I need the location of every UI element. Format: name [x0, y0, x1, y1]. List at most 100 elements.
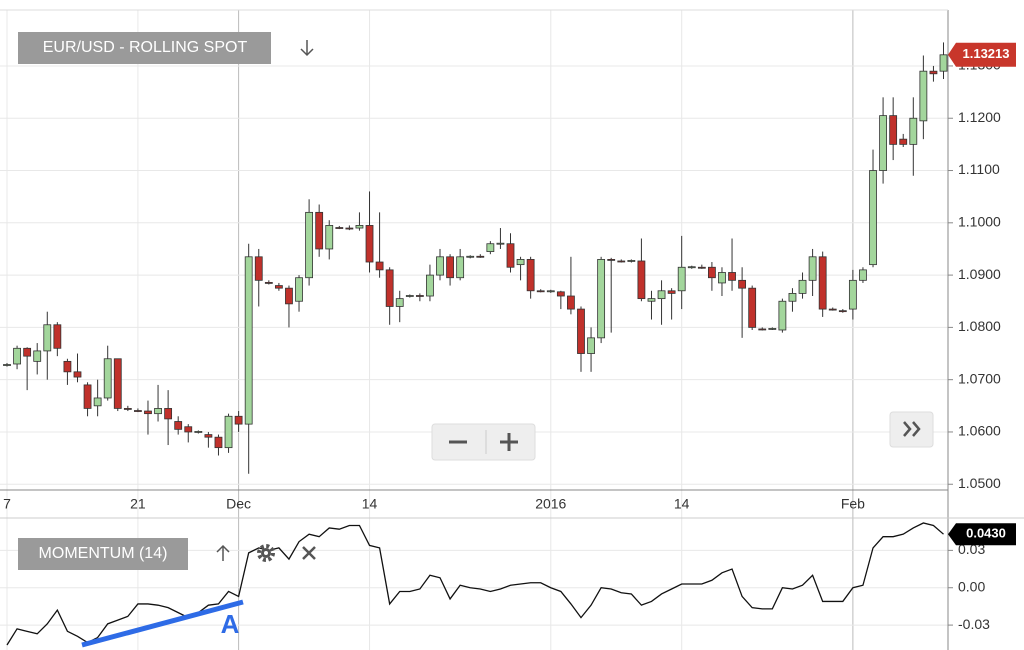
candle-body — [244, 256, 253, 425]
settings-icon[interactable] — [257, 544, 275, 562]
candle-body — [728, 272, 736, 281]
candle-body — [657, 290, 666, 300]
candle-body — [204, 434, 213, 438]
candle-body — [174, 421, 183, 430]
candle-body — [738, 279, 747, 289]
candle-body — [224, 415, 233, 449]
candle-body — [869, 170, 877, 266]
candle-body — [103, 358, 112, 399]
candle-body — [345, 227, 354, 230]
candle-body — [466, 255, 475, 258]
candle-body — [415, 295, 424, 297]
candle-body — [848, 279, 857, 310]
y-tick-label: 1.1000 — [958, 214, 1001, 230]
indicator-title: MOMENTUM (14) — [39, 545, 168, 562]
candle-body — [909, 117, 918, 145]
candle-body — [838, 310, 847, 313]
y-tick-label: 1.0600 — [958, 423, 1001, 439]
y-tick-label: 1.0900 — [958, 266, 1001, 282]
candle-body — [556, 291, 565, 297]
candle-body — [526, 259, 535, 292]
candle-body — [607, 259, 616, 261]
candle-body — [476, 255, 485, 258]
candle-body — [708, 266, 716, 279]
candle-body — [305, 211, 314, 279]
zoom-controls — [431, 423, 536, 461]
candle-body — [83, 384, 92, 409]
scroll-end-button[interactable] — [889, 411, 934, 448]
candle-body — [395, 298, 404, 307]
candle-body — [597, 259, 606, 339]
x-tick-label: 14 — [362, 496, 378, 512]
candle-body — [546, 290, 555, 293]
candle-body — [274, 285, 283, 289]
candle-body — [33, 350, 42, 362]
chart-title: EUR/USD - ROLLING SPOT — [43, 39, 248, 56]
candle-body — [617, 260, 626, 263]
x-tick-label: 2016 — [535, 496, 566, 512]
momentum-line — [6, 522, 944, 646]
candle-body — [43, 324, 52, 352]
last-price-label: 1.13213 — [963, 46, 1010, 61]
scroll-end-icon — [903, 421, 921, 437]
zoom-in-button[interactable] — [500, 433, 518, 451]
candle-body — [748, 287, 757, 328]
candle-body — [446, 256, 454, 279]
title-box[interactable] — [18, 32, 271, 64]
y-tick-label: 1.0800 — [958, 318, 1001, 334]
candle-body — [587, 337, 595, 354]
last-value-tag — [948, 523, 1016, 546]
candle-body — [677, 266, 686, 292]
candle-body — [939, 54, 948, 72]
candle-body — [456, 256, 465, 279]
candle-body — [516, 259, 525, 266]
candle-body — [687, 266, 696, 269]
candle-body — [144, 410, 152, 415]
y-tick-label: 1.0500 — [958, 475, 1001, 491]
candle-body — [768, 328, 777, 330]
candle-body — [577, 308, 585, 354]
candle-body — [3, 364, 11, 366]
candle-body — [113, 358, 122, 409]
candle-body — [234, 415, 243, 425]
trend-line — [81, 599, 244, 648]
candle-body — [506, 243, 515, 268]
x-tick-label: 21 — [130, 496, 146, 512]
candle-body — [385, 269, 394, 307]
down-arrow-icon[interactable] — [300, 40, 314, 57]
up-arrow-icon[interactable] — [216, 544, 230, 561]
candle-body — [859, 269, 867, 281]
candle-body — [798, 279, 807, 294]
annotation: A — [221, 609, 240, 639]
close-icon[interactable] — [302, 546, 316, 560]
candle-body — [365, 225, 374, 263]
candle-body — [23, 347, 32, 357]
candle-body — [154, 408, 162, 415]
candle-body — [496, 242, 505, 245]
y-tick-label: 1.0700 — [958, 370, 1001, 386]
candle-body — [718, 272, 726, 284]
x-tick-label: Dec — [226, 496, 251, 512]
last-price-tag — [948, 42, 1016, 67]
candle-body — [295, 277, 303, 302]
candle-body — [335, 227, 344, 229]
candle-body — [436, 256, 444, 276]
candle-body — [536, 290, 545, 293]
candle-body — [93, 397, 102, 407]
plot — [3, 42, 948, 646]
last-value-label: 0.0430 — [966, 526, 1006, 541]
candle-body — [184, 426, 193, 433]
candle-body — [647, 298, 656, 302]
candle-body — [315, 211, 324, 250]
indicator-box[interactable] — [18, 538, 188, 570]
candle-body — [818, 256, 827, 310]
candle-body — [778, 300, 787, 331]
candle-body — [899, 138, 908, 145]
candle-body — [889, 115, 898, 145]
y-tick-label: -0.03 — [958, 616, 990, 632]
x-tick-label: 7 — [3, 496, 11, 512]
x-tick-label: 14 — [674, 496, 690, 512]
x-tick-label: Feb — [841, 496, 865, 512]
candle-body — [254, 256, 263, 281]
